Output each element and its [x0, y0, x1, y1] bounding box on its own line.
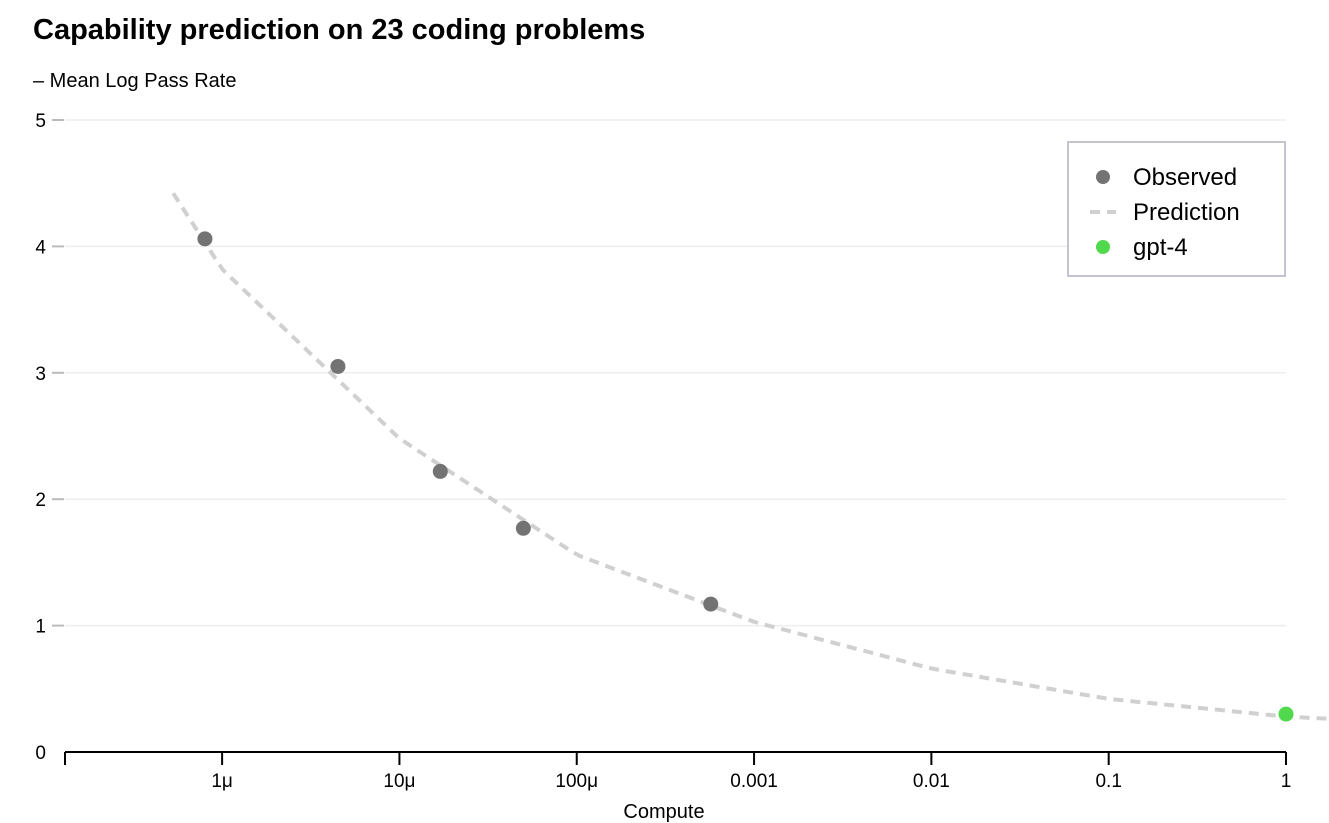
y-axis: 0 1 2 3 4 5 [35, 111, 64, 764]
x-axis: 1μ 10μ 100μ 0.001 0.01 0.1 1 [64, 751, 1292, 792]
y-tick-label: 3 [35, 364, 46, 385]
chart-title: Capability prediction on 23 coding probl… [33, 14, 646, 46]
y-tick-label: 5 [35, 111, 46, 132]
observed-point [330, 358, 346, 374]
x-tick-label: 10μ [383, 771, 415, 792]
legend-label: Prediction [1133, 199, 1240, 226]
x-tick-label: 100μ [555, 771, 598, 792]
y-axis-label: – Mean Log Pass Rate [33, 70, 237, 92]
x-tick-label: 0.1 [1095, 771, 1121, 792]
legend-box [1067, 141, 1286, 277]
prediction-line [171, 192, 1329, 721]
observed-point [432, 463, 448, 479]
x-tick-label: 0.001 [730, 771, 778, 792]
gpt-4-point [1278, 706, 1294, 722]
y-tick-label: 4 [35, 237, 46, 258]
y-tick-label: 1 [35, 617, 46, 638]
x-tick-label: 0.01 [913, 771, 950, 792]
observed-point [197, 231, 213, 247]
legend-label: gpt-4 [1133, 234, 1188, 261]
legend-label: Observed [1133, 164, 1237, 191]
x-axis-label: Compute [623, 801, 704, 823]
x-tick-label: 1μ [211, 771, 233, 792]
observed-point [515, 520, 531, 536]
legend-swatch-dot [1096, 240, 1110, 254]
legend-swatch-dot [1096, 170, 1110, 184]
plot-area [171, 192, 1329, 722]
legend: Observed Prediction gpt-4 [1067, 141, 1286, 277]
x-tick-label: 1 [1281, 771, 1292, 792]
y-tick-label: 0 [35, 743, 46, 764]
observed-point [703, 596, 719, 612]
y-tick-label: 2 [35, 490, 46, 511]
